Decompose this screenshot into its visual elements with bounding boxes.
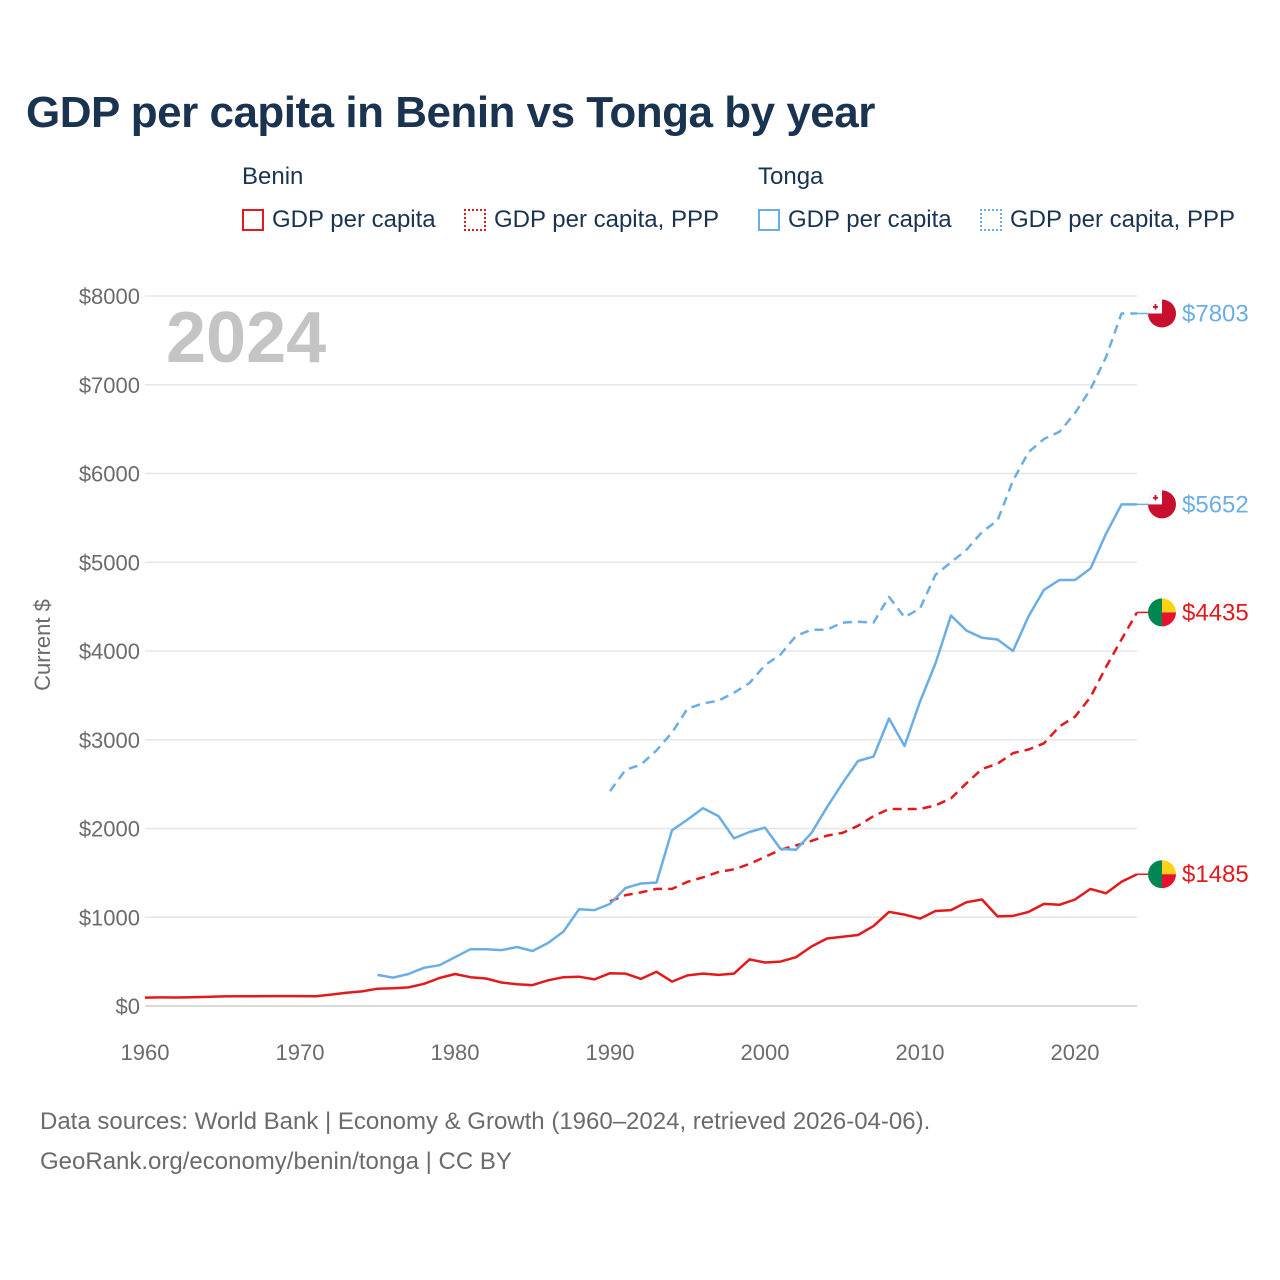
y-axis-label: Current $ — [30, 599, 55, 691]
y-tick-label: $6000 — [79, 462, 140, 487]
footer-link[interactable]: GeoRank.org/economy/benin/tonga | CC BY — [40, 1148, 512, 1175]
x-tick-label: 1990 — [586, 1040, 635, 1065]
legend-group-tonga: Tonga — [758, 163, 824, 190]
legend-label: GDP per capita — [272, 206, 436, 233]
legend-tonga-gdp[interactable]: GDP per capita — [758, 205, 952, 235]
current-year-label: 2024 — [166, 298, 326, 378]
series-line-tonga-ppp[interactable] — [608, 312, 1137, 792]
y-tick-label: $7000 — [79, 373, 140, 398]
end-value-label: $7803 — [1182, 300, 1249, 327]
x-tick-label: 1980 — [431, 1040, 480, 1065]
legend-swatch-dotted-icon — [980, 209, 1002, 231]
legend-label: GDP per capita — [788, 206, 952, 233]
y-tick-label: $4000 — [79, 639, 140, 664]
y-tick-label: $1000 — [79, 905, 140, 930]
y-tick-label: $8000 — [79, 284, 140, 309]
y-tick-label: $3000 — [79, 728, 140, 753]
legend-label: GDP per capita, PPP — [1010, 206, 1235, 233]
y-tick-label: $0 — [116, 994, 140, 1019]
chart-title: GDP per capita in Benin vs Tonga by year — [26, 88, 875, 137]
legend-label: GDP per capita, PPP — [494, 206, 719, 233]
x-tick-label: 2020 — [1051, 1040, 1100, 1065]
legend-benin-gdp-ppp[interactable]: GDP per capita, PPP — [464, 205, 719, 235]
x-tick-label: 2010 — [896, 1040, 945, 1065]
legend-tonga-gdp-ppp[interactable]: GDP per capita, PPP — [980, 205, 1235, 235]
end-value-label: $5652 — [1182, 491, 1249, 518]
tonga-flag-icon — [1148, 490, 1176, 519]
x-tick-label: 1970 — [276, 1040, 325, 1065]
x-tick-label: 2000 — [741, 1040, 790, 1065]
legend-benin-gdp[interactable]: GDP per capita — [242, 205, 436, 235]
legend-group-benin: Benin — [242, 163, 304, 190]
series-line-tonga[interactable] — [377, 503, 1138, 979]
legend-swatch-solid-icon — [242, 209, 264, 231]
end-value-label: $4435 — [1182, 599, 1249, 626]
legend-swatch-dotted-icon — [464, 209, 486, 231]
legend-swatch-solid-icon — [758, 209, 780, 231]
x-tick-label: 1960 — [121, 1040, 170, 1065]
footer-sources: Data sources: World Bank | Economy & Gro… — [40, 1108, 931, 1135]
y-tick-label: $5000 — [79, 550, 140, 575]
benin-flag-icon — [1148, 860, 1176, 889]
series-line-benin-ppp[interactable] — [609, 611, 1139, 903]
end-value-label: $1485 — [1182, 861, 1249, 888]
series-line-benin[interactable] — [144, 873, 1138, 999]
y-tick-label: $2000 — [79, 817, 140, 842]
tonga-flag-icon — [1148, 299, 1176, 328]
benin-flag-icon — [1148, 598, 1176, 627]
